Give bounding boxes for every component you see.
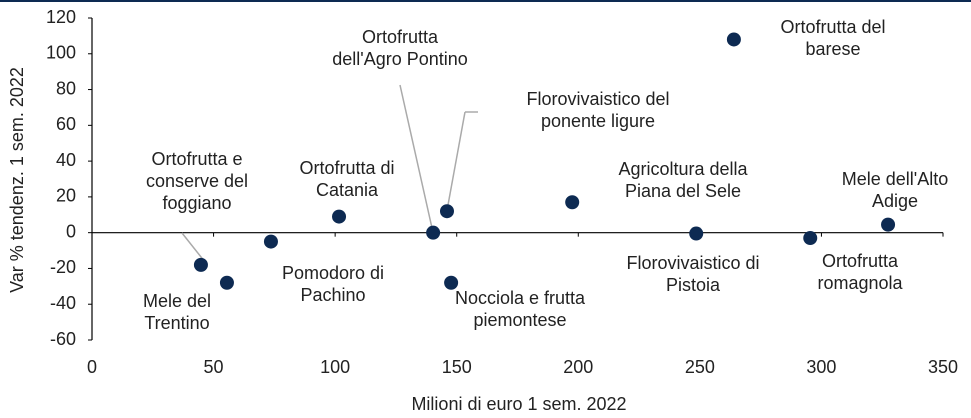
- data-point: [332, 209, 347, 224]
- point-label: Agricoltura della Piana del Sele: [618, 159, 748, 201]
- y-tick-label: -40: [50, 293, 76, 313]
- data-point: [803, 231, 818, 246]
- y-axis-label: Var % tendenz. 1 sem. 2022: [7, 67, 27, 293]
- x-tick-label: 0: [87, 357, 97, 377]
- x-tick-label: 200: [563, 357, 593, 377]
- leader-line: [181, 232, 206, 263]
- point-label: Pomodoro di Pachino: [281, 263, 385, 305]
- y-tick-label: 0: [66, 221, 76, 241]
- y-tick-label: 20: [56, 186, 76, 206]
- point-label: Ortofrutta romagnola: [817, 251, 903, 293]
- data-point: [444, 275, 459, 290]
- leader-line: [399, 84, 433, 229]
- x-tick-label: 150: [442, 357, 472, 377]
- y-tick-label: 100: [46, 43, 76, 63]
- data-point: [219, 275, 234, 290]
- point-label: Ortofrutta di Catania: [299, 158, 395, 200]
- point-label: Florovivaistico del ponente ligure: [526, 89, 670, 131]
- x-tick-label: 300: [806, 357, 836, 377]
- data-point: [193, 257, 208, 272]
- y-tick-label: -60: [50, 329, 76, 349]
- point-label: Ortofrutta dell'Agro Pontino: [332, 27, 468, 69]
- x-tick-label: 350: [928, 357, 958, 377]
- data-point: [263, 234, 278, 249]
- x-tick-label: 50: [204, 357, 224, 377]
- x-axis-label: Milioni di euro 1 sem. 2022: [411, 394, 626, 414]
- y-tick-label: 40: [56, 150, 76, 170]
- x-tick-label: 250: [685, 357, 715, 377]
- point-label: Florovivaistico di Pistoia: [626, 253, 760, 295]
- data-point: [565, 195, 580, 210]
- data-point: [426, 225, 441, 240]
- x-tick-label: 100: [320, 357, 350, 377]
- y-tick-label: -20: [50, 257, 76, 277]
- point-label: Nocciola e frutta piemontese: [454, 288, 586, 330]
- point-label: Mele del Trentino: [142, 291, 212, 333]
- data-point: [439, 204, 454, 219]
- leader-line: [447, 111, 466, 206]
- data-point: [689, 226, 704, 241]
- data-point: [726, 32, 741, 47]
- y-tick-label: 60: [56, 114, 76, 134]
- y-tick-label: 80: [56, 78, 76, 98]
- point-label: Ortofrutta e conserve del foggiano: [145, 149, 249, 213]
- point-label: Mele dell'Alto Adige: [841, 169, 949, 211]
- data-point: [881, 217, 896, 232]
- point-label: Ortofrutta del barese: [780, 17, 886, 59]
- y-tick-label: 120: [46, 7, 76, 27]
